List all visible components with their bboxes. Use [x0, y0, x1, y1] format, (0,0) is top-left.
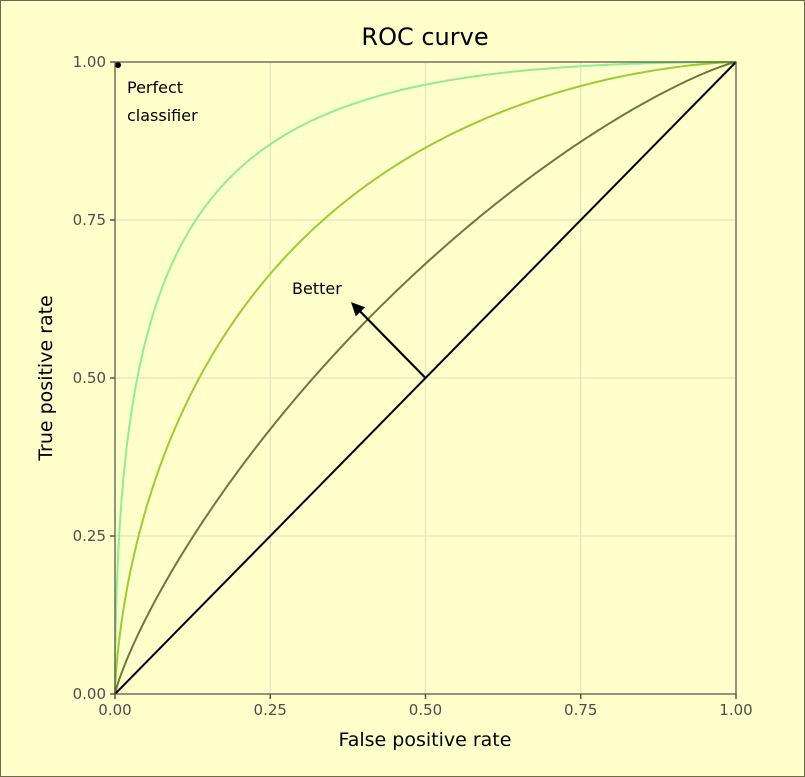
y-axis-label: True positive rate: [35, 295, 57, 462]
y-tick-label: 0.75: [73, 211, 106, 229]
roc-curve-medium: [114, 61, 737, 694]
axes: 0.00 0.25 0.50 0.75 1.00 0.00 0.25 0.50 0.75 1.00: [73, 53, 753, 719]
chart-title: ROC curve: [361, 23, 488, 51]
annotation-better: Better: [292, 279, 342, 298]
y-tick-label: 0.50: [73, 369, 106, 387]
annotation-perfect-line2: classifier: [127, 106, 198, 125]
roc-curve-good: [114, 61, 736, 694]
better-arrow-shaft: [354, 305, 427, 379]
y-tick-label: 0.00: [73, 685, 106, 703]
perfect-classifier-point: [115, 62, 121, 68]
x-tick-label: 1.00: [719, 701, 752, 719]
annotation-perfect-line1: Perfect: [127, 78, 183, 97]
x-tick-label: 0.25: [254, 701, 287, 719]
x-tick-label: 0.50: [409, 701, 442, 719]
x-tick-label: 0.75: [564, 701, 597, 719]
x-tick-label: 0.00: [98, 701, 131, 719]
panel-border: [114, 61, 737, 695]
y-tick-label: 0.25: [73, 527, 106, 545]
better-arrow-head: [350, 302, 366, 317]
x-axis-label: False positive rate: [339, 729, 512, 751]
curves: [114, 61, 737, 695]
y-tick-label: 1.00: [73, 53, 106, 71]
roc-curve-weak: [114, 61, 737, 695]
